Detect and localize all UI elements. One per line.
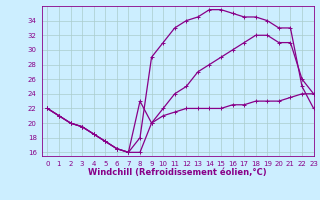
X-axis label: Windchill (Refroidissement éolien,°C): Windchill (Refroidissement éolien,°C) bbox=[88, 168, 267, 177]
